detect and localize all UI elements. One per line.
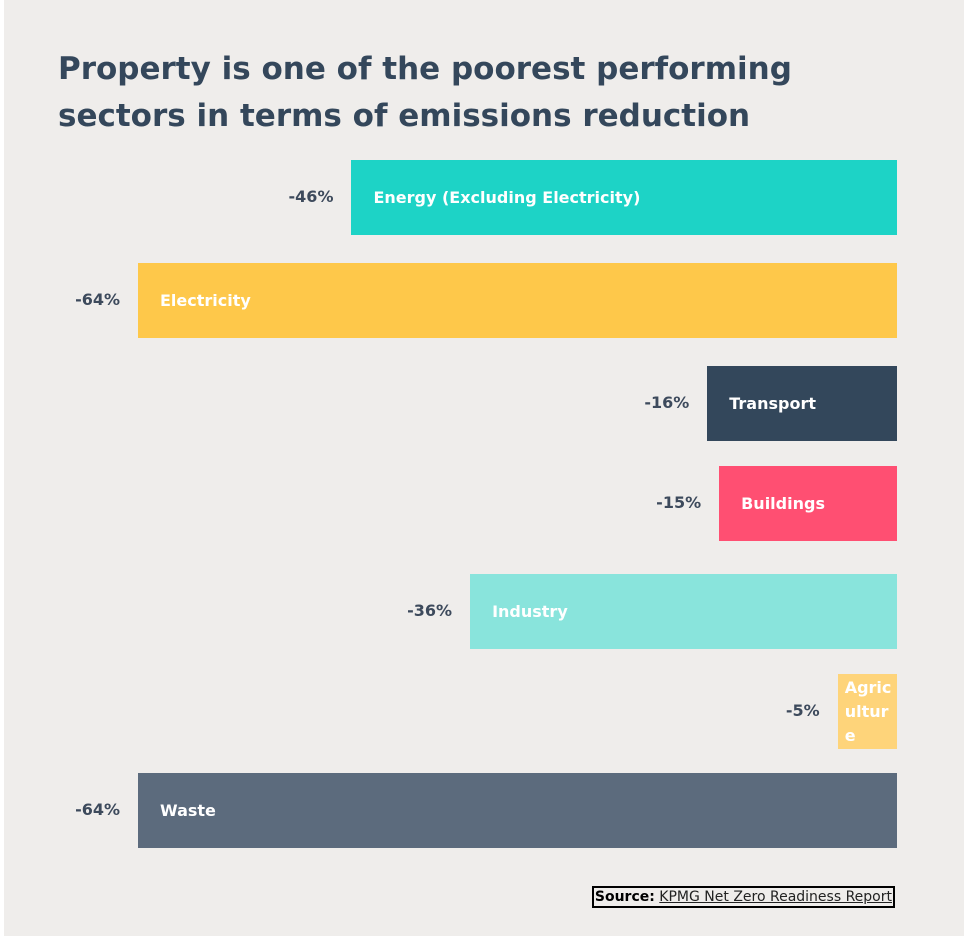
source: Source: KPMG Net Zero Readiness Report	[591, 886, 895, 908]
bar: Transport	[707, 366, 897, 441]
source-link[interactable]: KPMG Net Zero Readiness Report	[659, 889, 892, 905]
bar-label: Waste	[160, 800, 216, 820]
value-label: -16%	[644, 393, 690, 412]
bar-label: Energy (Excluding Electricity)	[373, 187, 641, 207]
value-label: -64%	[75, 800, 120, 819]
bar: Agriculture	[837, 674, 897, 749]
chart-title: Property is one of the poorest performin…	[58, 51, 792, 134]
bar: Buildings	[719, 466, 897, 541]
bar: Energy (Excluding Electricity)	[351, 160, 897, 235]
bar: Waste	[138, 773, 897, 848]
value-label: -36%	[407, 601, 453, 620]
value-label: -64%	[75, 290, 120, 309]
bar-label: Industry	[492, 601, 568, 621]
bar: Industry	[470, 574, 897, 649]
chart: Property is one of the poorest performin…	[4, 0, 964, 936]
bar-label: Transport	[729, 393, 816, 413]
value-label: -15%	[656, 493, 702, 512]
bar-label: Buildings	[741, 493, 825, 513]
value-label: -5%	[785, 701, 820, 720]
bar-label: Agriculture	[844, 677, 892, 745]
bar-label: Electricity	[160, 290, 251, 310]
bar: Electricity	[138, 263, 897, 338]
value-label: -46%	[288, 187, 334, 206]
source-label: Source:	[594, 889, 655, 905]
